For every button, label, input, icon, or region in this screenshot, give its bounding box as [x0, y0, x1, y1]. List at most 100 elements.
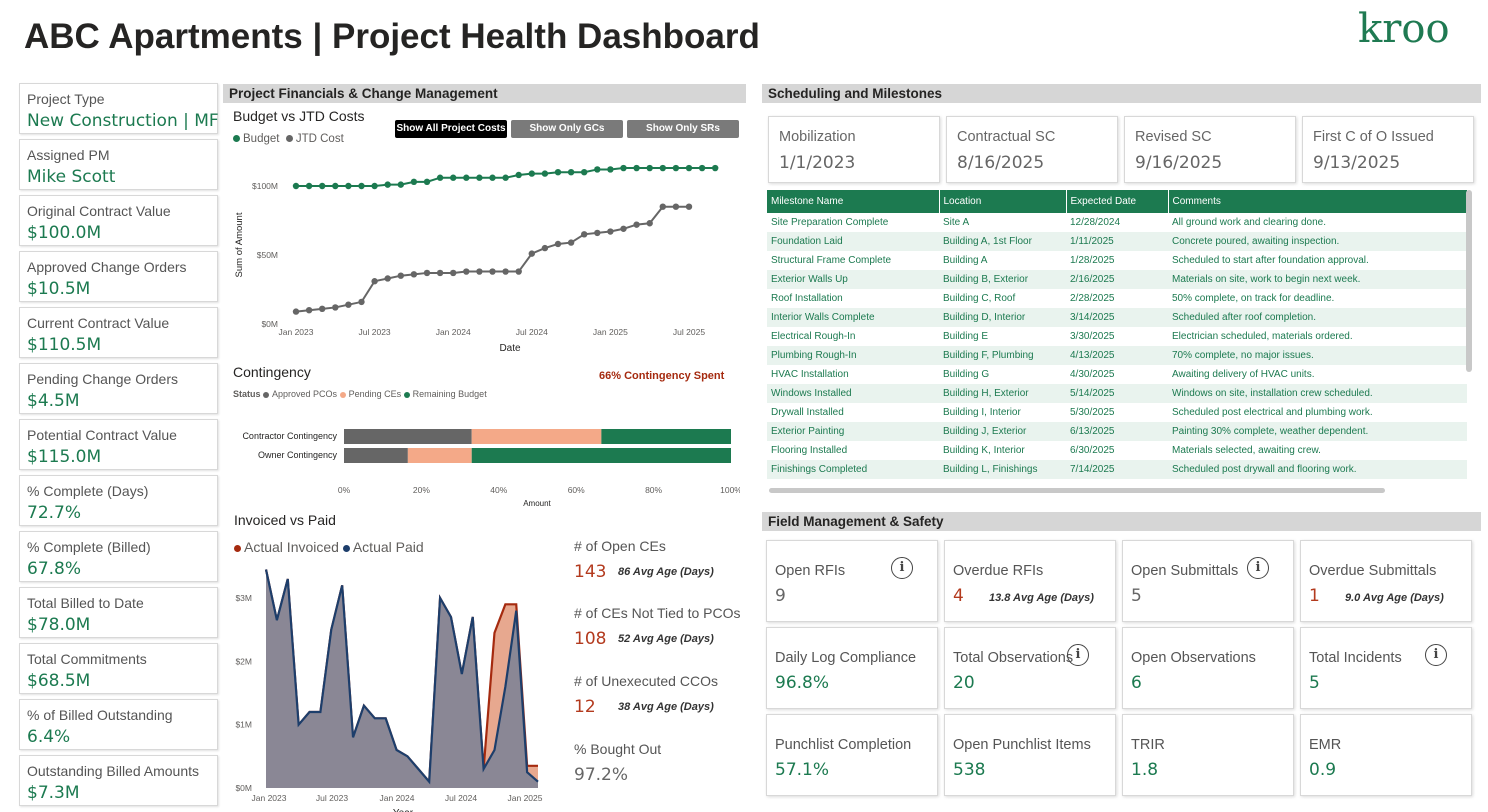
table-cell: Roof Installation — [771, 293, 843, 304]
y-tick-label: $0M — [261, 319, 278, 329]
kpi-card: Pending Change Orders $4.5M — [19, 363, 218, 414]
field-card-label: Open Punchlist Items — [953, 737, 1091, 753]
x-tick-label: Jul 2023 — [316, 793, 348, 803]
table-cell: Building C, Roof — [943, 293, 1016, 304]
info-icon[interactable]: i — [1247, 557, 1269, 579]
ce-stat-value: 143 — [574, 562, 607, 582]
kpi-card: % Complete (Billed) 67.8% — [19, 531, 218, 582]
field-card-value: 9 — [775, 586, 786, 606]
x-tick-label: Jul 2024 — [516, 327, 548, 337]
table-row[interactable]: Electrical Rough-In Building E 3/30/2025 El… — [767, 327, 1467, 346]
column-header[interactable]: Comments — [1168, 190, 1468, 213]
table-row[interactable]: Plumbing Rough-In Building F, Plumbing 4/1… — [767, 346, 1467, 365]
ce-stat-value: 108 — [574, 629, 607, 649]
table-row[interactable]: Flooring Installed Building K, Interior 6/… — [767, 441, 1467, 460]
data-point — [397, 272, 404, 279]
kpi-card: Total Billed to Date $78.0M — [19, 587, 218, 638]
field-card-label: Overdue Submittals — [1309, 563, 1437, 579]
kpi-label: Total Billed to Date — [27, 595, 144, 611]
table-cell: Electrician scheduled, materials ordered… — [1172, 331, 1353, 342]
series-line — [295, 205, 689, 313]
info-icon[interactable]: i — [1067, 644, 1089, 666]
table-row[interactable]: Exterior Walls Up Building B, Exterior 2/1… — [767, 270, 1467, 289]
table-row[interactable]: Windows Installed Building H, Exterior 5/1… — [767, 384, 1467, 403]
table-cell: Building A — [943, 255, 988, 266]
kroo-logo: kroo — [1358, 6, 1450, 52]
y-tick-label: $1M — [235, 720, 252, 730]
kpi-card: Total Commitments $68.5M — [19, 643, 218, 694]
table-vertical-scrollbar[interactable] — [1466, 190, 1472, 372]
data-point — [567, 169, 575, 176]
data-point — [305, 182, 313, 190]
info-icon[interactable]: i — [891, 557, 913, 579]
kpi-label: Potential Contract Value — [27, 427, 177, 443]
kpi-value: $4.5M — [27, 391, 80, 411]
table-cell: Structural Frame Complete — [771, 255, 892, 266]
data-point — [502, 174, 509, 181]
table-row[interactable]: Roof Installation Building C, Roof 2/28/20… — [767, 289, 1467, 308]
table-row[interactable]: Foundation Laid Building A, 1st Floor 1/11… — [767, 232, 1467, 251]
y-tick-label: $3M — [235, 593, 252, 603]
field-card-value: 1.8 — [1131, 760, 1159, 780]
table-row[interactable]: Drywall Installed Building I, Interior 5/3… — [767, 403, 1467, 422]
data-point — [345, 301, 352, 308]
data-point — [659, 203, 666, 210]
ce-stat-label: # of Open CEs — [574, 538, 666, 554]
contingency-chart: Contractor Contingency Owner Contingency 0… — [242, 429, 740, 508]
table-cell: Exterior Walls Up — [767, 270, 939, 289]
table-cell: 1/11/2025 — [1066, 232, 1168, 251]
column-header[interactable]: Location — [939, 190, 1067, 213]
page-title: ABC Apartments | Project Health Dashboar… — [24, 17, 760, 56]
milestone-card: Revised SC 9/16/2025 — [1124, 116, 1296, 183]
field-card: TRIR 1.8 — [1122, 714, 1294, 796]
table-row[interactable]: Exterior Painting Building J, Exterior 6/1… — [767, 422, 1467, 441]
table-cell: 5/30/2025 — [1070, 407, 1115, 418]
ce-stat-value: 97.2% — [574, 765, 629, 785]
table-cell: Building H, Exterior — [939, 384, 1066, 403]
show-only-srs-button[interactable]: Show Only SRs — [627, 120, 739, 138]
data-point — [581, 231, 588, 238]
field-card-age: 13.8 Avg Age (Days) — [989, 592, 1094, 604]
table-row[interactable]: Site Preparation Complete Site A 12/28/202… — [767, 213, 1467, 232]
field-card-label: TRIR — [1131, 737, 1165, 753]
table-cell: 5/14/2025 — [1066, 384, 1168, 403]
table-row[interactable]: Structural Frame Complete Building A 1/28/… — [767, 251, 1467, 270]
data-point — [646, 164, 653, 172]
data-point — [528, 170, 535, 177]
x-tick-label: Jan 2024 — [436, 327, 471, 337]
show-all-costs-button[interactable]: Show All Project Costs — [395, 120, 507, 138]
data-point — [345, 182, 352, 190]
table-cell: Materials selected, awaiting crew. — [1172, 445, 1321, 456]
field-card-label: Overdue RFIs — [953, 563, 1044, 579]
table-row[interactable]: HVAC Installation Building G 4/30/2025 Awai… — [767, 365, 1467, 384]
table-cell: Scheduled post drywall and flooring work… — [1168, 460, 1467, 479]
table-cell: Plumbing Rough-In — [767, 346, 939, 365]
milestone-card-value: 9/16/2025 — [1135, 153, 1223, 173]
x-axis-label: Year — [393, 808, 414, 812]
table-cell: Scheduled to start after foundation appr… — [1172, 255, 1369, 266]
field-card-value: 5 — [1309, 673, 1320, 693]
table-cell: Building L, Finishings — [939, 460, 1066, 479]
ce-stat-age: 86 Avg Age (Days) — [618, 566, 714, 578]
kpi-label: Total Commitments — [27, 651, 147, 667]
kpi-value: 6.4% — [27, 727, 71, 747]
show-only-gcs-button[interactable]: Show Only GCs — [511, 120, 623, 138]
data-point — [633, 221, 640, 228]
table-row[interactable]: Interior Walls Complete Building D, Inter… — [767, 308, 1467, 327]
column-header[interactable]: Expected Date — [1066, 190, 1169, 213]
kpi-value: $10.5M — [27, 279, 91, 299]
x-tick-label: 80% — [645, 485, 662, 495]
table-horizontal-scrollbar[interactable] — [769, 488, 1385, 493]
table-cell: Building D, Interior — [939, 308, 1066, 327]
data-point — [410, 271, 418, 278]
kpi-card: % of Billed Outstanding 6.4% — [19, 699, 218, 750]
table-row[interactable]: Finishings Completed Building L, Finishin… — [767, 460, 1467, 479]
table-cell: Concrete poured, awaiting inspection. — [1168, 232, 1467, 251]
kpi-card: Current Contract Value $110.5M — [19, 307, 218, 358]
milestone-card-value: 9/13/2025 — [1313, 153, 1401, 173]
info-icon[interactable]: i — [1425, 644, 1447, 666]
column-header[interactable]: Milestone Name — [767, 190, 940, 213]
table-cell: 2/16/2025 — [1066, 270, 1168, 289]
table-cell: Drywall Installed — [771, 407, 844, 418]
table-cell: All ground work and clearing done. — [1172, 217, 1326, 228]
